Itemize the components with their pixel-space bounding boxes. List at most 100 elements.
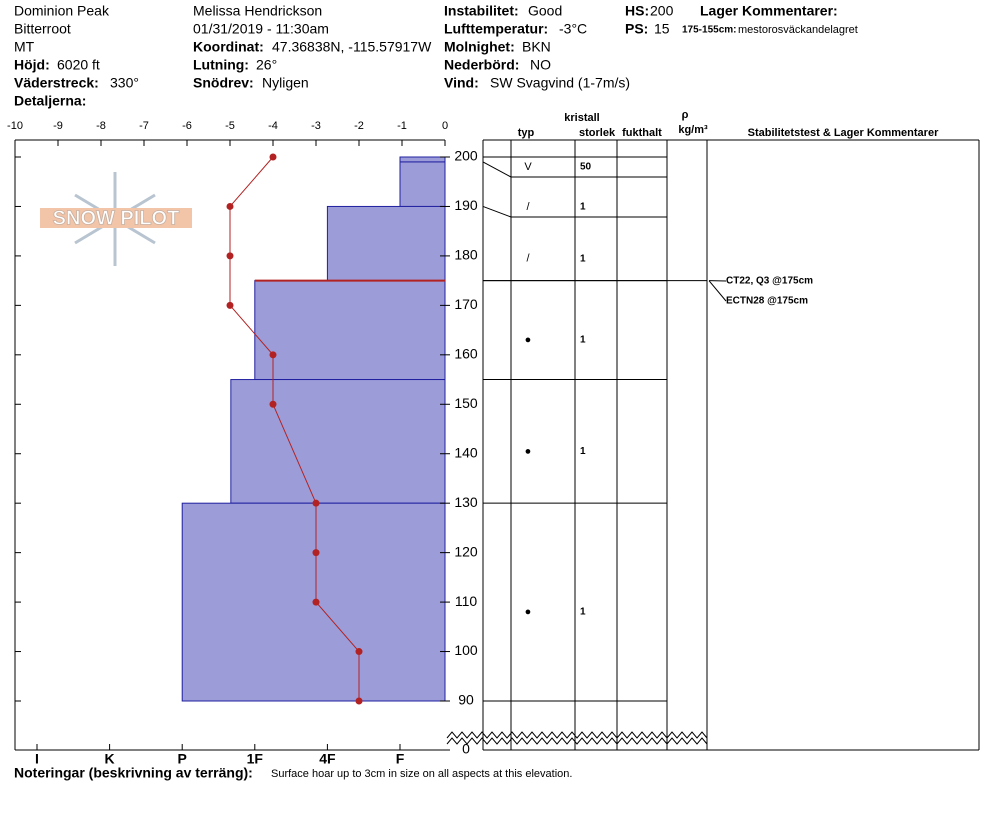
test-label: ECTN28 @175cm — [726, 296, 808, 307]
plot: -10 -9 -8 -7 -6 -5 -4 -3 -2 -1 0I K P 1F 4F FV 50/1/1● 1●… — [7, 109, 980, 767]
axis-break — [446, 737, 708, 745]
label: Koordinat: — [193, 39, 264, 55]
temp-point — [226, 252, 234, 260]
column-header: kristall — [564, 112, 599, 124]
x-tick-label: -3 — [311, 120, 321, 132]
x-tick-label: -9 — [53, 120, 63, 132]
logo: SNOW PILOT — [40, 172, 192, 266]
y-tick-label: 110 — [455, 593, 478, 609]
temp-point — [355, 648, 363, 656]
hardness-label: I — [35, 751, 39, 767]
y-tick-label: 160 — [454, 346, 478, 362]
location: MT — [14, 39, 35, 55]
y-tick-label: 90 — [458, 692, 474, 708]
x-tick-label: -10 — [7, 120, 23, 132]
temp-point — [312, 549, 320, 557]
comment-range: 175-155cm: — [682, 25, 736, 36]
label: Lufttemperatur: — [444, 21, 548, 37]
x-tick-label: -8 — [96, 120, 106, 132]
grain-type: V — [524, 161, 532, 173]
value: 15 — [654, 21, 670, 37]
temp-point — [226, 202, 234, 210]
location: Dominion Peak — [14, 3, 110, 19]
grain-type: ● — [525, 334, 532, 346]
test-arrow — [708, 280, 727, 302]
header: Dominion Peak Bitterroot MT Höjd: 6020 f… — [14, 3, 858, 109]
label: Lager Kommentarer: — [700, 3, 838, 19]
y-tick-label: 140 — [454, 444, 478, 460]
comment-text: mestorosväckandelagret — [738, 24, 858, 36]
x-tick-label: -1 — [397, 120, 407, 132]
grain-size: 1 — [580, 607, 586, 618]
column-header: Stabilitetstest & Lager Kommentarer — [748, 127, 939, 139]
value: Good — [528, 3, 562, 19]
label: Molnighet: — [444, 39, 515, 55]
x-tick-label: -4 — [268, 120, 278, 132]
connector — [482, 161, 512, 178]
temp-point — [312, 499, 320, 507]
value: 26° — [256, 57, 277, 73]
y-tick-label: 0 — [462, 741, 470, 757]
value: 6020 ft — [57, 57, 100, 73]
notes-label: Noteringar (beskrivning av terräng): — [14, 765, 253, 781]
column-header: fukthalt — [622, 127, 662, 139]
temp-point — [269, 153, 277, 161]
connector — [482, 205, 512, 218]
test-label: CT22, Q3 @175cm — [726, 276, 813, 287]
label: Instabilitet: — [444, 3, 519, 19]
temp-point — [312, 598, 320, 606]
value: 47.36838N, -115.57917W — [272, 39, 432, 55]
datetime: 01/31/2019 - 11:30am — [193, 21, 329, 37]
label: HS: — [625, 3, 649, 19]
grain-size: 1 — [580, 335, 586, 346]
value: SW Svagvind (1-7m/s) — [490, 75, 630, 91]
hardness-bar — [399, 161, 446, 207]
temp-point — [269, 351, 277, 359]
x-tick-label: 0 — [442, 120, 448, 132]
label: PS: — [625, 21, 648, 37]
column-header: kg/m³ — [678, 124, 708, 136]
axis-break — [446, 731, 708, 739]
column-header: storlek — [579, 127, 616, 139]
hardness-bar — [326, 205, 446, 282]
observer: Melissa Hendrickson — [193, 3, 322, 19]
hardness-label: P — [178, 751, 187, 767]
label: Höjd: — [14, 57, 50, 73]
value: -3°C — [559, 21, 587, 37]
grain-size: 50 — [580, 162, 592, 173]
y-tick-label: 100 — [454, 642, 478, 658]
logo-text: SNOW PILOT — [53, 207, 180, 229]
temp-point — [226, 301, 234, 309]
label: Snödrev: — [193, 75, 254, 91]
x-tick-label: -6 — [182, 120, 192, 132]
label: Detaljerna: — [14, 93, 86, 109]
y-tick-label: 170 — [454, 296, 478, 312]
y-tick-label: 150 — [454, 395, 478, 411]
temp-point — [355, 697, 363, 705]
notes-text: Surface hoar up to 3cm in size on all as… — [271, 768, 572, 780]
y-tick-label: 180 — [454, 247, 478, 263]
hardness-bar — [230, 379, 446, 504]
column-header: ρ — [682, 109, 689, 121]
y-tick-label: 200 — [454, 148, 478, 164]
hardness-label: K — [105, 751, 115, 767]
label: Nederbörd: — [444, 57, 519, 73]
hardness-bar — [399, 156, 446, 163]
x-tick-label: -2 — [354, 120, 364, 132]
grain-size: 1 — [580, 446, 586, 457]
grain-type: ● — [525, 445, 532, 457]
temp-point — [269, 400, 277, 408]
grain-size: 1 — [580, 253, 586, 264]
grain-type: / — [526, 201, 530, 213]
location: Bitterroot — [14, 21, 71, 37]
x-tick-label: -5 — [225, 120, 235, 132]
hardness-label: 1F — [247, 751, 264, 767]
grain-size: 1 — [580, 202, 586, 213]
value: BKN — [522, 39, 551, 55]
grain-type: ● — [525, 606, 532, 618]
value: 200 — [650, 3, 674, 19]
label: Vind: — [444, 75, 479, 91]
y-tick-label: 120 — [454, 543, 478, 559]
label: Väderstreck: — [14, 75, 99, 91]
